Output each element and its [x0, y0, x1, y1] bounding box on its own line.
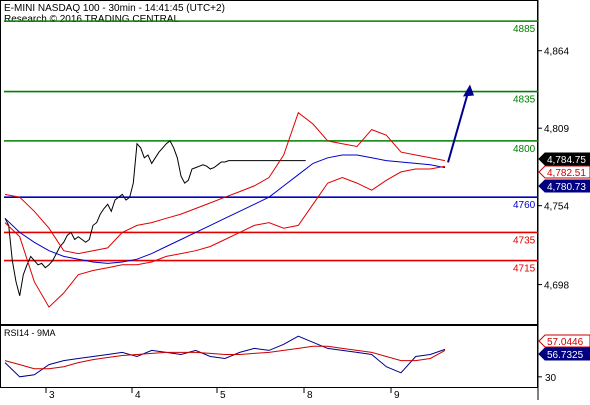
- series-bollinger_lower: [4, 165, 446, 308]
- x-tick-label-5: 5: [220, 390, 226, 400]
- rsi-tag-rsi_ma: [538, 334, 590, 348]
- y-tick-label-2: 4,754: [544, 202, 569, 213]
- projection-arrow-head: [463, 84, 474, 97]
- series-bollinger_upper: [4, 111, 446, 255]
- x-tick-label-9: 9: [394, 390, 400, 400]
- rsi-series-rsi_ma: [4, 345, 446, 370]
- rsi-tag-label-rsi: 56.7325: [547, 350, 584, 361]
- rsi-tag-label-rsi_ma: 57.0446: [547, 337, 584, 348]
- price-tag-band: [538, 165, 590, 179]
- price-tag-label-moving_average: 4,780.73: [547, 182, 586, 193]
- rsi-series-rsi: [4, 335, 446, 378]
- rsi-y-tick-label: 30: [545, 373, 557, 384]
- main-panel-frame: [0, 0, 538, 325]
- x-tick-label-3: 3: [49, 390, 55, 400]
- level-label-4715: 4715: [513, 264, 536, 275]
- rsi-panel-label: RSI14 - 9MA: [4, 328, 56, 338]
- y-tick-label-0: 4,864: [544, 47, 569, 58]
- x-tick-label-8: 8: [307, 390, 313, 400]
- series-price: [4, 140, 306, 296]
- chart-title: E-MINI NASDAQ 100 - 30min - 14:41:45 (UT…: [4, 3, 225, 14]
- chart-subtitle: Research © 2016 TRADING CENTRAL: [4, 14, 179, 25]
- price-tag-label-band: 4,782.51: [547, 168, 586, 179]
- rsi-tag-rsi: [538, 347, 590, 361]
- price-tag-label-price: 4,784.75: [547, 155, 586, 166]
- level-label-4835: 4835: [513, 95, 536, 106]
- projection-arrow-line: [447, 92, 469, 163]
- y-tick-label-3: 4,698: [544, 281, 569, 292]
- price-tag-price: [538, 152, 590, 166]
- level-label-4760: 4760: [513, 200, 536, 211]
- rsi-panel-frame: [0, 325, 538, 388]
- x-tick-label-4: 4: [135, 390, 141, 400]
- level-label-4885: 4885: [513, 24, 536, 35]
- level-label-4800: 4800: [513, 144, 536, 155]
- y-tick-label-1: 4,809: [544, 124, 569, 135]
- series-moving_average: [4, 154, 446, 264]
- level-label-4735: 4735: [513, 235, 536, 246]
- price-tag-moving_average: [538, 179, 590, 193]
